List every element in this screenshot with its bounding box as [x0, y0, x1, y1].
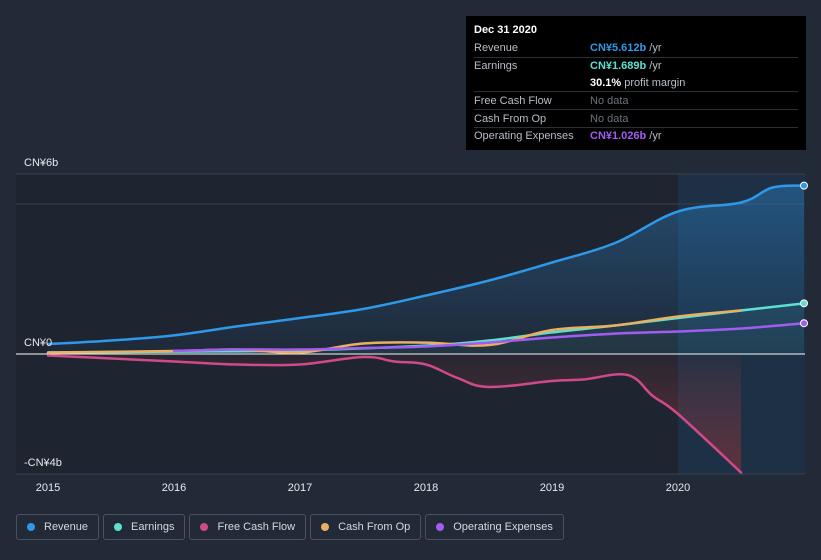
tooltip-unit: /yr [649, 60, 662, 73]
free-cash-flow-area [48, 354, 741, 473]
legend-dot-icon [321, 523, 330, 531]
x-tick-label: 2015 [36, 482, 60, 494]
x-tick-label: 2020 [666, 482, 690, 494]
earnings-end-marker [800, 299, 808, 308]
tooltip-unit: /yr [649, 130, 662, 143]
free-cash-flow-line [46, 354, 743, 474]
tooltip-row-free-cash-flow: Free Cash Flow No data [474, 91, 798, 109]
tooltip-value: CN¥5.612b [590, 42, 647, 55]
tooltip-panel: Dec 31 2020 Revenue CN¥5.612b /yr Earnin… [466, 16, 806, 150]
tooltip-value: CN¥1.689b [590, 60, 647, 73]
x-tick-label: 2018 [414, 482, 438, 494]
earnings-area [48, 303, 804, 354]
tooltip-value: CN¥1.026b [590, 130, 647, 143]
legend-dot-icon [200, 523, 209, 531]
legend-label: Earnings [131, 521, 175, 533]
legend-dot-icon [114, 523, 123, 531]
legend-dot-icon [436, 523, 445, 531]
x-axis-labels: 2015 2016 2017 2018 2019 2020 [36, 482, 690, 494]
y-tick-label: -CN¥4b [24, 457, 62, 469]
tooltip-value: No data [590, 112, 629, 125]
tooltip-label: Earnings [474, 60, 518, 73]
tooltip-label: Operating Expenses [474, 130, 574, 143]
legend-item-earnings[interactable]: Earnings [103, 514, 186, 540]
legend-label: Revenue [44, 521, 89, 533]
tooltip-label: Revenue [474, 42, 519, 55]
series-areas [48, 185, 804, 473]
tooltip-label: Free Cash Flow [474, 94, 552, 107]
tooltip-date: Dec 31 2020 [474, 24, 537, 36]
y-tick-label: CN¥0 [24, 337, 52, 349]
tooltip-row-earnings: Earnings CN¥1.689b /yr [474, 56, 798, 75]
tooltip-unit: /yr [649, 42, 662, 55]
tooltip-value: 30.1% [590, 76, 622, 89]
revenue-line [46, 184, 806, 346]
legend-dot-icon [27, 523, 35, 531]
legend-item-free-cash-flow[interactable]: Free Cash Flow [189, 514, 307, 540]
tooltip-row-revenue: Revenue CN¥5.612b /yr [474, 40, 798, 57]
legend-item-operating-expenses[interactable]: Operating Expenses [425, 514, 564, 540]
y-tick-label: CN¥6b [24, 157, 58, 169]
series-lines [46, 184, 806, 474]
legend: Revenue Earnings Free Cash Flow Cash Fro… [16, 514, 564, 542]
x-tick-label: 2017 [288, 482, 312, 494]
tooltip-row-operating-expenses: Operating Expenses CN¥1.026b /yr [474, 126, 798, 145]
x-tick-label: 2016 [162, 482, 186, 494]
y-axis-labels: CN¥6b CN¥0 -CN¥4b [24, 157, 62, 469]
tooltip-row-cash-from-op: Cash From Op No data [474, 109, 798, 127]
legend-item-cash-from-op[interactable]: Cash From Op [310, 514, 422, 540]
revenue-end-marker [800, 181, 808, 190]
series-markers [800, 181, 808, 328]
tooltip-row-margin: 30.1% profit margin [474, 75, 798, 92]
x-tick-label: 2019 [540, 482, 564, 494]
tooltip-label: Cash From Op [474, 112, 547, 125]
operating-expenses-line [172, 321, 806, 353]
operating-expenses-end-marker [800, 319, 808, 328]
legend-item-revenue[interactable]: Revenue [16, 514, 100, 540]
revenue-area [48, 185, 804, 354]
legend-label: Operating Expenses [453, 521, 553, 533]
legend-label: Free Cash Flow [217, 521, 296, 533]
tooltip-unit: profit margin [624, 76, 686, 89]
legend-label: Cash From Op [338, 521, 411, 533]
tooltip-value: No data [590, 94, 629, 107]
